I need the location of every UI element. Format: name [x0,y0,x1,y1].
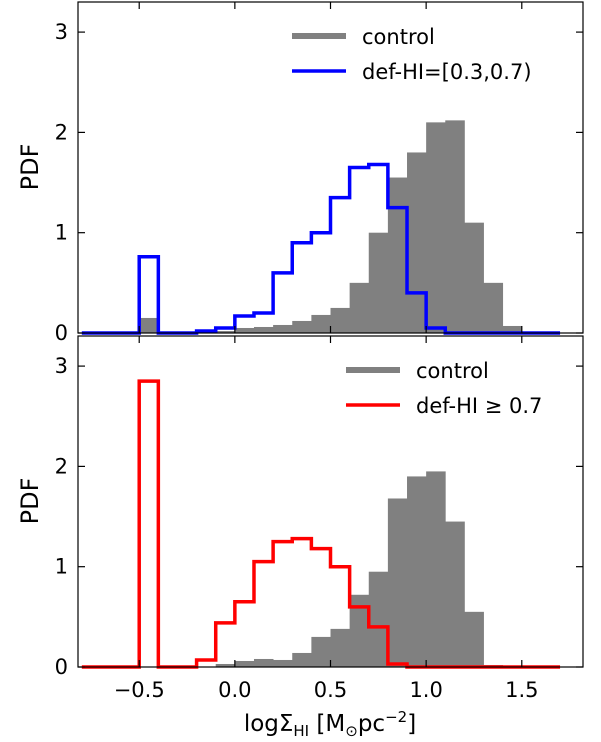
top-control-bar [253,326,274,333]
top-legend: control def-HI=[0.3,0.7) [292,25,532,84]
bottom-y-tick-label: 3 [55,354,68,378]
bottom-control-bar [426,471,446,667]
bottom-control-bar [349,594,370,667]
top-control-bar [215,330,236,333]
top-panel: 0 1 2 3 PDF control def-HI=[0.3,0.7) [16,1,584,345]
top-legend-control-label: control [362,25,435,49]
top-control-bar [464,222,484,333]
bottom-control-bar [311,636,331,667]
bottom-y-tick-label: 1 [55,555,68,579]
bottom-x-tick-label: 0.5 [314,678,347,702]
bottom-control-bar [215,663,236,667]
top-legend-def-hi-label: def-HI=[0.3,0.7) [362,60,532,84]
bottom-control-histogram [215,471,504,667]
top-control-bar [445,120,465,333]
bottom-control-bar [273,659,293,667]
bottom-legend: control def-HI ≥ 0.7 [346,359,542,418]
bottom-x-tick-label: 1.5 [505,678,538,702]
bottom-def-hi-step-line [81,379,561,669]
bottom-y-tick-label: 0 [55,655,68,679]
top-control-bar [311,314,331,333]
bottom-control-bar [387,498,408,667]
top-control-bar [387,177,408,333]
bottom-x-tick-label: 0.0 [218,678,251,702]
x-axis-label: logΣHI [M⊙pc−2] [244,708,416,740]
top-y-tick-label: 3 [55,20,68,44]
top-control-histogram [139,120,523,333]
top-axes-frame [77,1,584,334]
top-control-bar [502,325,523,333]
top-y-tick-label: 0 [55,321,68,345]
top-control-bar [426,122,446,333]
bottom-legend-def-hi-label: def-HI ≥ 0.7 [416,394,542,418]
bottom-control-bar [253,658,274,667]
bottom-axes-frame [77,335,584,668]
top-y-tick-label: 1 [55,221,68,245]
top-y-axis-label: PDF [16,144,44,191]
top-control-bar [483,282,504,333]
top-axis-ticks: 0 1 2 3 [55,2,583,345]
top-control-bar [349,282,370,333]
bottom-panel: −0.5 0.0 0.5 1.0 1.5 0 1 2 3 PDF control def-HI … [16,335,584,702]
bottom-legend-control-label: control [416,359,489,383]
bottom-y-axis-label: PDF [16,478,44,525]
bottom-axis-ticks: −0.5 0.0 0.5 1.0 1.5 0 1 2 3 [55,336,583,702]
top-y-tick-label: 2 [55,120,68,144]
top-control-bar [292,320,312,333]
top-control-bar [407,152,427,333]
bottom-control-bar [292,652,312,667]
bottom-control-bar [445,521,465,667]
bottom-control-bar [407,476,427,667]
bottom-control-bar [330,628,351,667]
top-control-bar [234,327,255,333]
top-control-bar [139,317,159,333]
bottom-control-bar [368,571,389,667]
top-control-bar [330,307,351,333]
top-control-bar [273,324,293,333]
top-control-bar [368,232,389,333]
bottom-control-bar [464,611,484,667]
bottom-control-bar [234,660,255,667]
bottom-x-tick-label: 1.0 [409,678,442,702]
bottom-y-tick-label: 2 [55,454,68,478]
bottom-x-tick-label: −0.5 [114,678,165,702]
